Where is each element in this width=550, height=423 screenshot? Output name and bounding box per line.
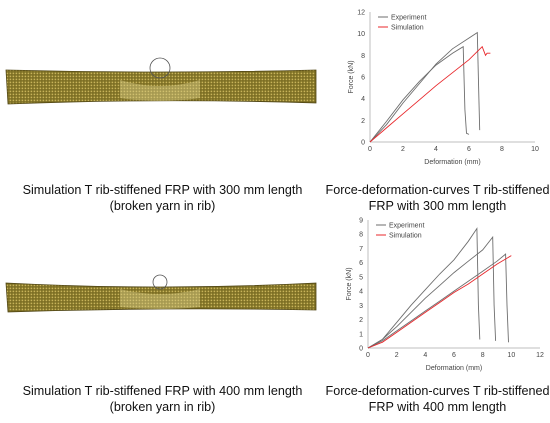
chart-caption-300: Force-deformation-curves T rib-stiffened…: [325, 182, 550, 214]
y-tick-label: 0: [361, 140, 365, 147]
legend-label: Simulation: [391, 25, 424, 32]
x-tick-label: 0: [366, 352, 370, 359]
y-tick-label: 0: [359, 346, 363, 353]
y-tick-label: 10: [357, 31, 365, 38]
simulation-caption-400: Simulation T rib-stiffened FRP with 400 …: [0, 383, 325, 415]
chart-caption-400: Force-deformation-curves T rib-stiffened…: [325, 383, 550, 415]
x-tick-label: 2: [395, 352, 399, 359]
y-axis-label: Force (kN): [348, 60, 355, 93]
beam-deflection-shading: [120, 80, 200, 101]
y-tick-label: 8: [359, 232, 363, 239]
series-line: [367, 255, 512, 349]
caption-line: FRP with 300 mm length: [368, 199, 507, 213]
simulation-caption-300: Simulation T rib-stiffened FRP with 300 …: [0, 182, 325, 214]
series-line: [367, 253, 509, 349]
beam-simulation-image-400: [5, 274, 317, 313]
series-line: [369, 31, 481, 143]
beam-mesh: [5, 282, 317, 313]
caption-line: Force-deformation-curves T rib-stiffened: [325, 183, 550, 197]
legend-label: Experiment: [391, 15, 426, 22]
y-tick-label: 5: [359, 274, 363, 281]
beam-mesh: [5, 69, 317, 105]
x-axis-label: Deformation (mm): [424, 159, 480, 166]
force-deformation-chart-300: 0 2 4 6 8 10 0 2 4 6 8 10 12 Deformation (mm) Force (k…: [348, 10, 539, 167]
caption-line: Simulation T rib-stiffened FRP with 300 …: [22, 183, 303, 197]
x-axis-label: Deformation (mm): [426, 365, 482, 372]
legend-label: Experiment: [389, 223, 424, 230]
y-tick-label: 3: [359, 303, 363, 310]
y-tick-label: 4: [359, 289, 363, 296]
simulation-panel-400: Simulation T rib-stiffened FRP with 400 …: [0, 215, 325, 423]
y-tick-label: 2: [359, 317, 363, 324]
loading-roller: [152, 274, 168, 290]
y-tick-label: 8: [361, 53, 365, 60]
y-tick-label: 6: [359, 260, 363, 267]
series-line: [369, 45, 491, 143]
beam-simulation-image-300: [5, 57, 317, 105]
x-tick-label: 2: [401, 146, 405, 153]
caption-line: (broken yarn in rib): [109, 400, 216, 414]
x-tick-label: 8: [481, 352, 485, 359]
caption-line: Simulation T rib-stiffened FRP with 400 …: [22, 384, 303, 398]
x-tick-label: 10: [507, 352, 515, 359]
legend-label: Simulation: [389, 233, 422, 240]
caption-line: FRP with 400 mm length: [368, 400, 507, 414]
y-axis-label: Force (kN): [346, 267, 353, 300]
x-tick-label: 10: [531, 146, 539, 153]
y-tick-label: 7: [359, 246, 363, 253]
simulation-panel-300: Simulation T rib-stiffened FRP with 300 …: [0, 0, 325, 213]
x-tick-label: 8: [500, 146, 504, 153]
y-tick-label: 4: [361, 96, 365, 103]
y-tick-label: 9: [359, 218, 363, 225]
x-tick-label: 0: [368, 146, 372, 153]
x-tick-label: 6: [452, 352, 456, 359]
y-tick-label: 2: [361, 118, 365, 125]
y-tick-label: 1: [359, 331, 363, 338]
series-line: [369, 45, 470, 143]
x-tick-label: 12: [536, 352, 544, 359]
beam-deflection-shading: [120, 289, 200, 309]
y-tick-label: 12: [357, 10, 365, 17]
y-tick-label: 6: [361, 75, 365, 82]
caption-line: Force-deformation-curves T rib-stiffened: [325, 384, 550, 398]
x-tick-label: 6: [467, 146, 471, 153]
x-tick-label: 4: [423, 352, 427, 359]
series-line: [367, 227, 481, 349]
series-line: [367, 235, 497, 349]
x-tick-label: 4: [434, 146, 438, 153]
caption-line: (broken yarn in rib): [109, 199, 216, 213]
loading-roller: [149, 57, 171, 79]
